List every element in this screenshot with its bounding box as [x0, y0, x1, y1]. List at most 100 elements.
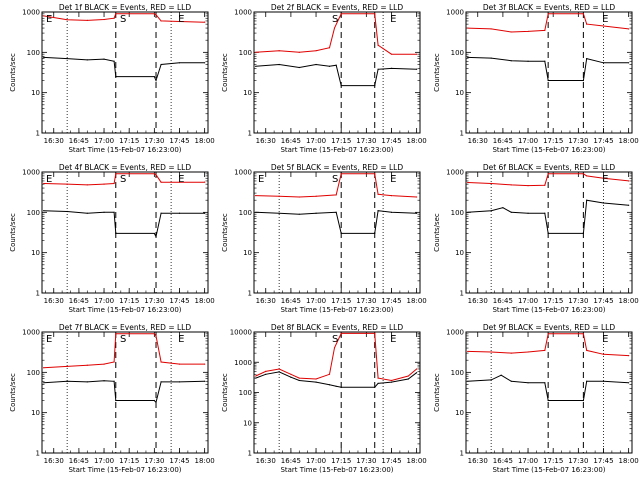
y-tick-label: 10 [31, 409, 40, 417]
data-point-events [377, 210, 379, 212]
data-point-lld [547, 13, 549, 15]
data-point-lld [160, 361, 162, 363]
data-point-events [527, 382, 529, 384]
data-point-events [490, 57, 492, 59]
data-point-lld [153, 13, 155, 15]
data-point-lld [527, 351, 529, 353]
data-point-events [265, 373, 267, 375]
data-point-events [178, 212, 181, 214]
y-axis-label: Counts/sec [221, 53, 229, 92]
x-tick-label: 17:15 [331, 457, 351, 465]
data-point-lld [115, 333, 117, 335]
x-tick-label: 17:00 [306, 137, 326, 145]
data-point-lld [490, 28, 492, 30]
data-point-lld [586, 175, 588, 177]
data-point-events [43, 210, 45, 212]
data-point-events [315, 63, 317, 66]
data-point-events [86, 381, 88, 383]
data-point-events [298, 66, 300, 69]
x-tick-label: 16:45 [493, 457, 513, 465]
data-point-events [43, 56, 45, 58]
panel-title: Det 9f BLACK = Events, RED = LLD [483, 323, 616, 332]
data-point-events [582, 79, 584, 82]
data-point-lld [115, 173, 117, 175]
data-point-events [255, 65, 257, 67]
data-point-events [153, 76, 155, 78]
x-tick-label: 18:00 [619, 297, 639, 305]
data-point-events [255, 377, 257, 379]
data-point-events [628, 62, 630, 64]
panel-title: Det 7f BLACK = Events, RED = LLD [59, 323, 192, 332]
plot-frame [253, 11, 421, 134]
series-line-events [255, 371, 417, 388]
data-point-lld [416, 196, 418, 198]
data-point-events [628, 204, 630, 206]
plot-frame [41, 11, 209, 134]
data-point-lld [66, 19, 68, 21]
x-tick-label: 17:15 [119, 297, 139, 305]
data-point-events [467, 56, 469, 58]
annotation-label: E [178, 14, 184, 25]
data-point-events [103, 380, 105, 382]
y-tick-label: 10 [31, 249, 40, 257]
data-point-events [544, 382, 546, 384]
panel-title: Det 2f BLACK = Events, RED = LLD [271, 3, 404, 12]
x-tick-label: 18:00 [407, 137, 427, 145]
y-tick-label: 1000 [22, 169, 40, 177]
data-point-lld [490, 182, 492, 185]
data-point-lld [407, 375, 409, 377]
annotation-label: S [120, 174, 126, 185]
data-point-events [340, 386, 342, 388]
data-point-events [155, 236, 157, 238]
data-point-lld [255, 194, 257, 197]
data-point-lld [315, 195, 317, 197]
data-point-lld [628, 354, 630, 357]
plot-frame [41, 171, 209, 294]
y-tick-label: 10 [455, 409, 464, 417]
data-point-lld [340, 173, 342, 175]
data-point-lld [602, 25, 605, 27]
data-point-lld [103, 183, 105, 185]
data-point-lld [255, 51, 257, 53]
data-point-lld [602, 353, 605, 355]
x-tick-label: 18:00 [619, 137, 639, 145]
data-point-events [510, 60, 512, 62]
data-point-lld [467, 27, 469, 29]
data-point-events [490, 379, 492, 381]
y-tick-label: 1 [460, 290, 464, 298]
data-point-events [547, 79, 549, 82]
x-tick-label: 18:00 [407, 457, 427, 465]
x-axis-label: Start Time (15-Feb-07 16:23:00) [68, 146, 181, 154]
series-line-lld [255, 173, 417, 198]
y-tick-label: 1000 [446, 329, 464, 337]
data-point-lld [155, 174, 157, 176]
y-tick-label: 100 [451, 49, 464, 57]
x-tick-label: 16:30 [256, 137, 276, 145]
x-tick-label: 17:30 [356, 137, 376, 145]
x-tick-label: 17:15 [543, 297, 563, 305]
data-point-lld [586, 23, 588, 25]
data-point-events [153, 399, 155, 402]
data-point-lld [113, 361, 115, 363]
data-point-events [602, 380, 605, 382]
data-point-lld [155, 14, 157, 16]
annotation-label: S [332, 334, 338, 345]
data-point-lld [544, 29, 546, 31]
series-line-lld [255, 332, 417, 382]
data-point-events [407, 378, 409, 380]
x-axis-label: Start Time (15-Feb-07 16:23:00) [280, 466, 393, 474]
x-tick-label: 17:30 [568, 297, 588, 305]
data-point-lld [298, 196, 300, 198]
data-point-lld [582, 13, 584, 15]
data-point-events [298, 379, 300, 382]
x-tick-label: 17:15 [543, 137, 563, 145]
plot-frame [465, 11, 633, 134]
data-point-events [390, 381, 393, 383]
x-tick-label: 16:30 [468, 297, 488, 305]
data-point-lld [160, 20, 162, 22]
x-tick-label: 16:45 [281, 297, 301, 305]
data-point-events [298, 213, 300, 215]
panel-title: Det 6f BLACK = Events, RED = LLD [483, 163, 616, 172]
panel-9: Det 9f BLACK = Events, RED = LLD 1 10 100 10… [433, 323, 639, 474]
data-point-lld [178, 20, 181, 23]
